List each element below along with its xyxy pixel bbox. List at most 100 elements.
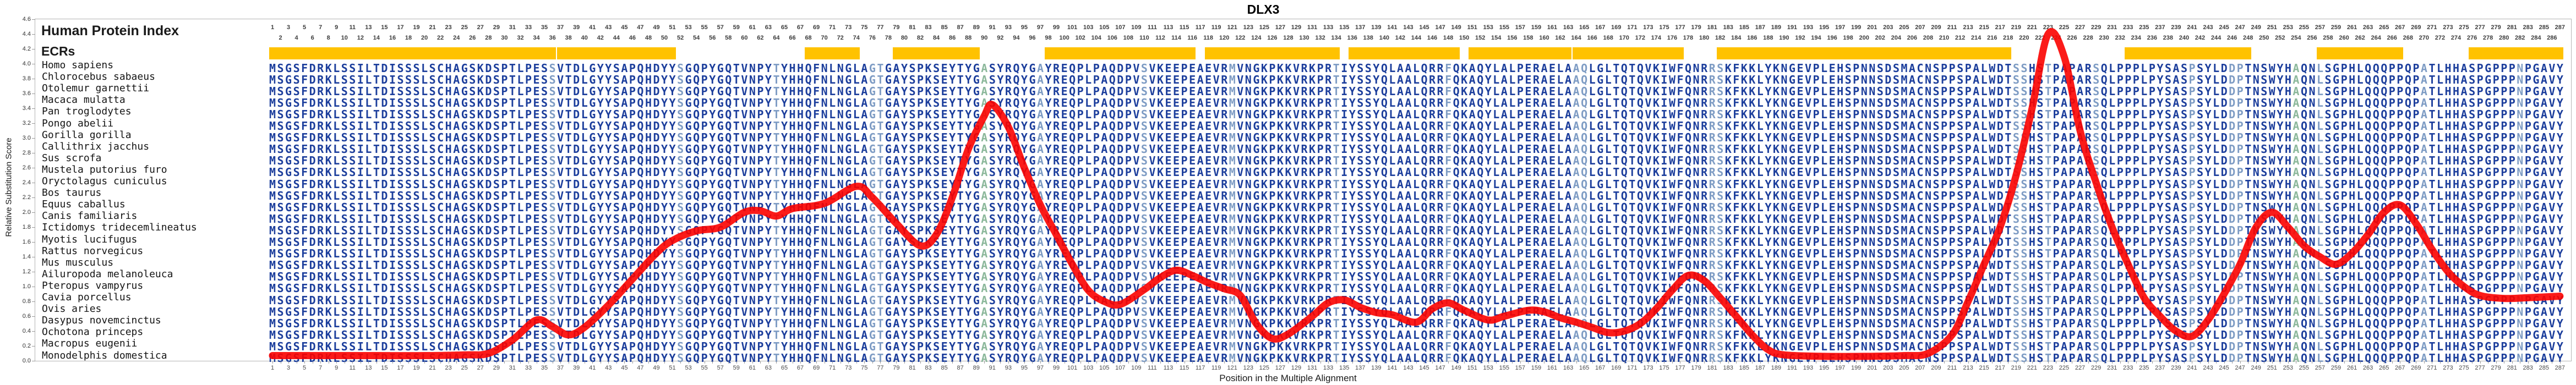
- bottom-position-number: 3: [286, 365, 291, 371]
- top-position-number: 80: [900, 35, 908, 41]
- top-position-number: 148: [1443, 35, 1454, 41]
- bottom-position-number: 201: [1867, 365, 1878, 371]
- y-tick-label: 0.6: [22, 312, 31, 320]
- x-tick-mark: [352, 361, 353, 364]
- bottom-position-number: 229: [2091, 365, 2102, 371]
- top-position-number: 270: [2419, 35, 2430, 41]
- x-tick-mark: [1040, 361, 1041, 364]
- top-position-number: 21: [429, 24, 436, 31]
- top-position-number: 138: [1363, 35, 1373, 41]
- top-position-number: 79: [893, 24, 900, 31]
- top-position-number: 77: [877, 24, 884, 31]
- y-tick-mark: [32, 123, 35, 124]
- bottom-position-number: 275: [2459, 365, 2469, 371]
- top-position-number: 194: [1811, 35, 1821, 41]
- species-label: Oryctolagus cuniculus: [42, 175, 167, 187]
- x-tick-mark: [656, 361, 657, 364]
- x-tick-mark: [920, 361, 921, 364]
- bottom-position-number: 87: [957, 365, 964, 371]
- bottom-position-number: 215: [1979, 365, 1989, 371]
- bottom-position-number: 117: [1195, 365, 1205, 371]
- top-position-number: 142: [1395, 35, 1406, 41]
- bottom-position-number: 155: [1499, 365, 1509, 371]
- bottom-position-number: 263: [2362, 365, 2373, 371]
- top-position-number: 154: [1491, 35, 1502, 41]
- x-tick-mark: [1512, 361, 1513, 364]
- top-position-number: 27: [477, 24, 484, 31]
- y-tick-label: 2.2: [22, 194, 31, 201]
- x-tick-mark: [1424, 361, 1425, 364]
- residue-run: PGAVY: [2524, 351, 2565, 365]
- y-tick-mark: [32, 49, 35, 50]
- top-position-number: 253: [2283, 24, 2293, 31]
- x-tick-mark: [640, 361, 641, 364]
- top-position-number: 266: [2387, 35, 2397, 41]
- top-position-number: 181: [1707, 24, 1717, 31]
- x-tick-mark: [904, 361, 905, 364]
- x-tick-mark: [1248, 361, 1249, 364]
- x-tick-mark: [1752, 361, 1753, 364]
- x-tick-mark: [2128, 361, 2129, 364]
- top-position-number: 283: [2523, 24, 2533, 31]
- x-tick-mark: [1088, 361, 1089, 364]
- bottom-position-number: 285: [2539, 365, 2549, 371]
- y-tick-mark: [32, 316, 35, 317]
- x-tick-mark: [408, 361, 410, 364]
- x-tick-mark: [2240, 361, 2241, 364]
- top-position-number: 47: [637, 24, 644, 31]
- top-position-number: 227: [2075, 24, 2086, 31]
- bottom-position-number: 115: [1179, 365, 1189, 371]
- top-position-number: 187: [1755, 24, 1765, 31]
- x-tick-mark: [1104, 361, 1105, 364]
- y-tick-mark: [32, 242, 35, 243]
- bottom-position-number: 137: [1355, 365, 1366, 371]
- top-position-number: 141: [1387, 24, 1398, 31]
- residue-run: QN: [2300, 351, 2317, 365]
- residue-run: L: [2317, 351, 2325, 365]
- bottom-position-number: 175: [1659, 365, 1669, 371]
- bottom-position-number: 49: [653, 365, 660, 371]
- top-position-number: 98: [1045, 35, 1052, 41]
- x-tick-mark: [1912, 361, 1913, 364]
- bottom-position-number: 17: [397, 365, 404, 371]
- x-tick-mark: [1848, 361, 1849, 364]
- species-label: Macaca mulatta: [42, 94, 125, 106]
- top-position-number: 157: [1515, 24, 1526, 31]
- top-position-number: 171: [1627, 24, 1638, 31]
- bottom-position-number: 195: [1819, 365, 1830, 371]
- top-position-number: 276: [2466, 35, 2477, 41]
- residue-run: AQ: [1573, 351, 1589, 365]
- top-position-number: 84: [932, 35, 940, 41]
- top-position-number: 244: [2211, 35, 2222, 41]
- x-tick-mark: [1792, 361, 1793, 364]
- top-position-number: 216: [1986, 35, 1998, 41]
- x-tick-mark: [608, 361, 609, 364]
- top-position-number: 254: [2291, 35, 2301, 41]
- residue-run: VNGKPKKVRKPR: [1237, 351, 1333, 365]
- x-tick-mark: [1944, 361, 1945, 364]
- top-position-number: 97: [1036, 24, 1044, 31]
- bottom-position-number: 227: [2075, 365, 2086, 371]
- ecr-bar: [269, 47, 556, 59]
- ecrs-label: ECRs: [41, 44, 75, 58]
- top-position-number: 124: [1251, 35, 1262, 41]
- x-tick-mark: [960, 361, 961, 364]
- x-axis-label: Position in the Multiple Alignment: [1219, 373, 1357, 383]
- bottom-position-number: 81: [909, 365, 916, 371]
- top-position-number: 153: [1483, 24, 1493, 31]
- top-position-number: 20: [421, 35, 428, 41]
- top-position-number: 186: [1747, 35, 1758, 41]
- x-tick-mark: [1232, 361, 1233, 364]
- x-tick-mark: [992, 361, 993, 364]
- alignment-row: MSGSFDRKLSSILTDISSSLSCHAGSKDSPTLPESSVTDL…: [269, 74, 2564, 86]
- top-position-number: 111: [1147, 24, 1157, 31]
- bottom-position-number: 21: [429, 365, 436, 371]
- x-tick-mark: [1032, 361, 1033, 364]
- top-position-number: 261: [2346, 24, 2357, 31]
- x-tick-mark: [952, 361, 953, 364]
- top-position-number: 211: [1947, 24, 1957, 31]
- top-position-number: 248: [2242, 35, 2253, 41]
- x-tick-mark: [1304, 361, 1305, 364]
- x-tick-mark: [2472, 361, 2473, 364]
- top-position-number: 285: [2539, 24, 2549, 31]
